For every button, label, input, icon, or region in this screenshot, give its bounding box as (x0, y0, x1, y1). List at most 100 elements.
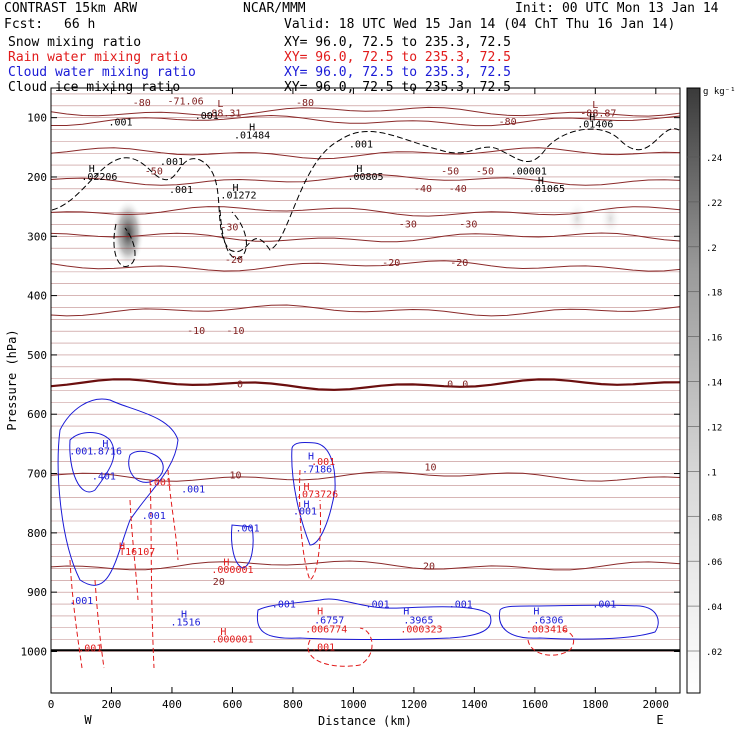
contour-label: .006774 (305, 625, 347, 636)
contour-label: .6306 (533, 616, 563, 627)
cloud-water-contour (291, 442, 336, 546)
field-xy-snow: XY= 96.0, 72.5 to 235.3, 72.5 (284, 35, 511, 50)
contour-label: .001 (592, 600, 616, 611)
colorbar-tick-label: .2 (706, 244, 717, 254)
isotherm-line (51, 174, 680, 186)
contour-label: -30 (399, 219, 417, 230)
plot-frame (50, 87, 681, 694)
contour-label: 0 (462, 380, 468, 391)
rain-water-contour (298, 469, 321, 581)
contour-label: .001 (169, 185, 193, 196)
colorbar-gradient (686, 87, 701, 694)
colorbar-tick-label: .02 (706, 648, 722, 658)
cloud-water-contour (57, 398, 179, 586)
x-axis-title: Distance (km) (318, 714, 412, 728)
colorbar-tick-label: .22 (706, 199, 722, 209)
contour-label: -71.06 (168, 97, 204, 108)
contour-label: H (102, 439, 108, 450)
x-axis-left-end: W (84, 713, 92, 727)
contour-label: .001 (366, 600, 390, 611)
colorbar-tick-label: .06 (706, 558, 722, 568)
contour-labels: -80 -71.06 L-88.31-80-80L-88.87.001.001H.0… (69, 97, 616, 655)
contour-label: H (89, 164, 95, 175)
colorbar-tick-label: .24 (706, 154, 722, 164)
contour-label: -50 (145, 167, 163, 178)
contour-label: H (220, 627, 226, 638)
contour-label: H (538, 176, 544, 187)
isotherm-line (51, 232, 680, 243)
contour-label: .3965 (403, 616, 433, 627)
isotherm-line (51, 260, 680, 272)
cloud-water-contour (256, 598, 492, 640)
contour-label: .000001 (211, 565, 253, 576)
x-tick-label: 0 (48, 698, 55, 711)
contour-label: .02206 (81, 172, 117, 183)
contour-label: 20 (213, 577, 225, 588)
cloud-water-contour (69, 432, 115, 493)
contour-label: .001 (311, 457, 335, 468)
contour-label: H (304, 482, 310, 493)
contour-label: -40 (414, 184, 432, 195)
field-label-snow: Snow mixing ratio (8, 35, 142, 50)
rain-water-contour (307, 627, 373, 667)
contour-label: -80 (499, 117, 517, 128)
contour-label: .000323 (400, 625, 442, 636)
isotherm-line (51, 560, 680, 571)
contour-label: .001 (195, 111, 219, 122)
y-tick-label: 400 (27, 290, 47, 303)
contour-label: .001 (69, 447, 93, 458)
model-title: CONTRAST 15km ARW (4, 1, 138, 16)
contour-label: H (304, 499, 310, 510)
field-label-rain: Rain water mixing ratio (8, 50, 189, 65)
cloud-water-contour (231, 524, 254, 569)
x-tick-label: 1800 (582, 698, 609, 711)
x-axis-right-end: E (656, 713, 663, 727)
forecast-hours: 66 h (64, 17, 96, 32)
colorbar-tick-label: .1 (706, 468, 717, 478)
contour-label: .001 (272, 600, 296, 611)
y-tick-label: 1000 (21, 645, 48, 658)
colorbar-tick-label: .12 (706, 423, 722, 433)
contour-label: .6757 (314, 616, 344, 627)
contour-label: -10 (187, 326, 205, 337)
contour-label: .01484 (234, 130, 270, 141)
isotherm-line (51, 378, 680, 392)
center-label: NCAR/MMM (243, 1, 306, 16)
cloud-ice-contour (51, 128, 680, 253)
contour-label: .7186 (302, 464, 332, 475)
colorbar-ticks: .24 .22 .2 .18 .16 .14 .12 .1 .08 .06 .04 .02 (687, 154, 722, 658)
contour-label: 0 (237, 380, 243, 391)
contour-label: L (592, 100, 598, 111)
contour-label: 0 (447, 380, 453, 391)
contour-label: .00001 (511, 167, 547, 178)
colorbar-tick-label: .04 (706, 603, 722, 613)
snow-maximum (112, 199, 145, 268)
contour-label: -20 (225, 255, 243, 266)
contour-label: H (317, 607, 323, 618)
rain-water-contour (527, 629, 575, 656)
contour-label: -20 (450, 258, 468, 269)
y-tick-label: 200 (27, 171, 47, 184)
field-xy-cloud-water: XY= 96.0, 72.5 to 235.3, 72.5 (284, 65, 511, 80)
contour-label: H (181, 610, 187, 621)
contour-label: .001 (293, 506, 317, 517)
contour-label: H (232, 183, 238, 194)
x-tick-label: 1200 (401, 698, 428, 711)
y-tick-label: 300 (27, 230, 47, 243)
contour-label: .8716 (92, 447, 122, 458)
contour-label: H (533, 607, 539, 618)
contour-label: -50 (441, 167, 459, 178)
x-tick-label: 200 (102, 698, 122, 711)
contour-label: -30 (220, 222, 238, 233)
axes: 0 200 400 600 800 1000 1200 1400 1600 1800 2000100… (21, 88, 680, 711)
init-time: Init: 00 UTC Mon 13 Jan 14 (515, 1, 719, 16)
y-tick-label: 700 (27, 468, 47, 481)
cloud-water-contour (128, 450, 164, 483)
colorbar-tick-label: .18 (706, 289, 722, 299)
contour-label: L (217, 99, 223, 110)
rain-water-contour (129, 499, 139, 601)
cloud-water-contour (498, 604, 659, 640)
field-xy-rain: XY= 96.0, 72.5 to 235.3, 72.5 (284, 50, 511, 65)
rain-water-contour (94, 579, 105, 669)
contour-label: .073726 (296, 489, 338, 500)
